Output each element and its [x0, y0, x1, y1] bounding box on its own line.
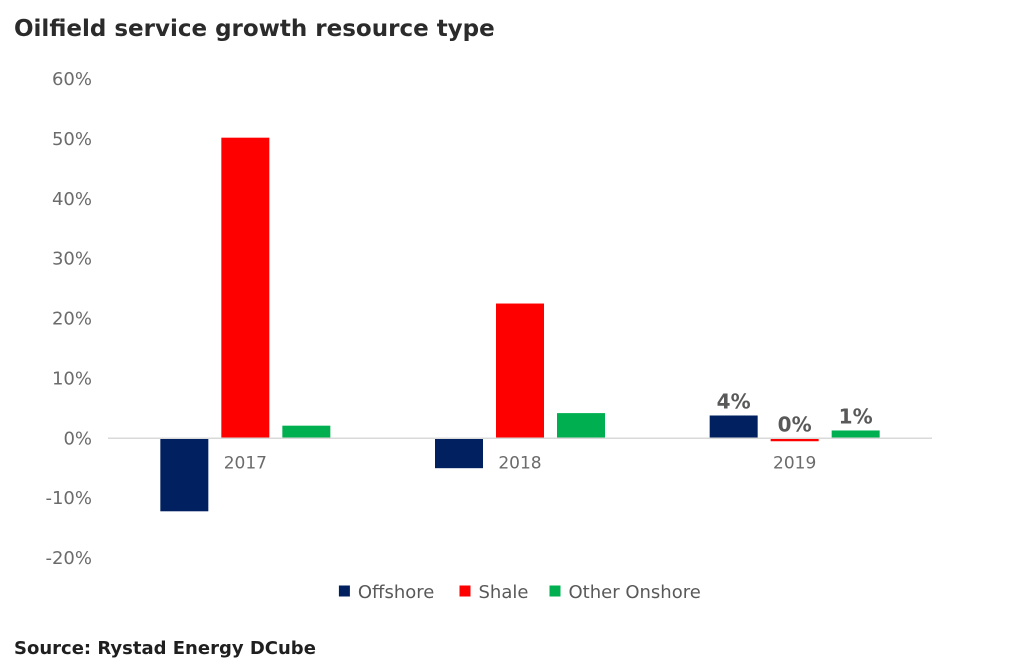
y-tick-label: 10%	[52, 368, 92, 389]
bar-shale-2017	[221, 137, 270, 439]
legend-label: Shale	[479, 582, 529, 603]
y-tick-label: -10%	[45, 488, 92, 509]
bar-offshore-2017	[160, 438, 209, 512]
legend-swatch	[338, 585, 350, 597]
bar-other-onshore-2018	[557, 413, 605, 439]
legend-swatch	[549, 585, 561, 597]
y-tick-label: 40%	[52, 189, 92, 210]
y-tick-label: 60%	[52, 69, 92, 90]
data-label: 0%	[778, 412, 812, 436]
y-tick-label: -20%	[45, 548, 92, 569]
x-category-label: 2017	[224, 453, 267, 473]
x-category-label: 2019	[773, 453, 816, 473]
legend-label: Other Onshore	[569, 582, 701, 603]
legend-label: Offshore	[358, 582, 434, 603]
bar-offshore-2018	[435, 438, 483, 469]
source-note: Source: Rystad Energy DCube	[14, 638, 316, 659]
y-tick-label: 20%	[52, 309, 92, 330]
y-tick-label: 50%	[52, 129, 92, 150]
y-axis: 60% 50% 40% 30% 20% 10% 0% -10% -20%	[45, 69, 92, 569]
legend: Offshore Shale Other Onshore	[338, 582, 701, 603]
y-tick-label: 30%	[52, 249, 92, 270]
bar-other-onshore-2017	[282, 425, 331, 439]
bar-shale-2018	[496, 303, 544, 439]
data-labels: 4% 0% 1%	[717, 389, 873, 436]
y-tick-label: 0%	[63, 428, 92, 449]
chart-title: Oilfield service growth resource type	[14, 16, 495, 42]
x-axis-categories: 2017 2018 2019	[224, 453, 817, 473]
legend-swatch	[459, 585, 471, 597]
bar-chart: 60%50%40%30%20%10%0%-10%-20% 2017 2018 201…	[45, 69, 932, 603]
data-label: 1%	[839, 404, 873, 428]
bar-shale-2019	[770, 438, 819, 442]
bars	[160, 137, 880, 512]
bar-other-onshore-2019	[831, 430, 880, 439]
data-label: 4%	[717, 389, 751, 413]
x-category-label: 2018	[498, 453, 541, 473]
bar-offshore-2019	[709, 415, 758, 439]
